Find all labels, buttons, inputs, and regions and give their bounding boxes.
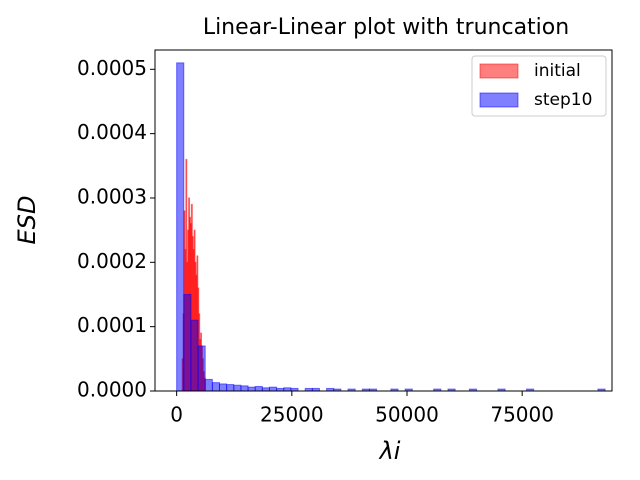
histogram-bar [211, 382, 220, 392]
x-tick-label: 25000 [260, 403, 324, 427]
y-axis-label: ESD [13, 196, 41, 245]
histogram-bar [218, 383, 228, 392]
histogram-bar [254, 385, 263, 392]
histogram-bar [247, 386, 256, 392]
y-tick-label: 0.0004 [77, 120, 147, 144]
histogram-bar [240, 385, 249, 392]
x-axis-label: λi [378, 437, 401, 465]
y-tick-label: 0.0002 [77, 249, 147, 273]
x-tick-label: 50000 [375, 403, 439, 427]
legend-label: initial [534, 61, 581, 81]
histogram-bar [197, 345, 206, 392]
legend-label: step10 [534, 90, 592, 110]
plot-frame [154, 49, 613, 392]
histogram-bar [176, 62, 185, 392]
histogram-bar [204, 378, 213, 392]
y-tick-label: 0.0003 [77, 184, 147, 208]
y-tick-label: 0.0001 [77, 313, 147, 337]
histogram-bar [183, 293, 192, 392]
chart-title: Linear-Linear plot with truncation [203, 15, 569, 40]
legend-swatch [479, 63, 519, 79]
y-tick-label: 0.0005 [77, 56, 147, 80]
legend-swatch [479, 92, 519, 108]
histogram-bar [190, 319, 199, 392]
histogram-bar [226, 384, 235, 392]
x-tick-label: 75000 [490, 403, 554, 427]
y-tick-label: 0.0000 [77, 378, 147, 402]
histogram-bar [268, 386, 278, 392]
x-tick-label: 0 [170, 403, 183, 427]
histogram-bar [233, 384, 242, 392]
